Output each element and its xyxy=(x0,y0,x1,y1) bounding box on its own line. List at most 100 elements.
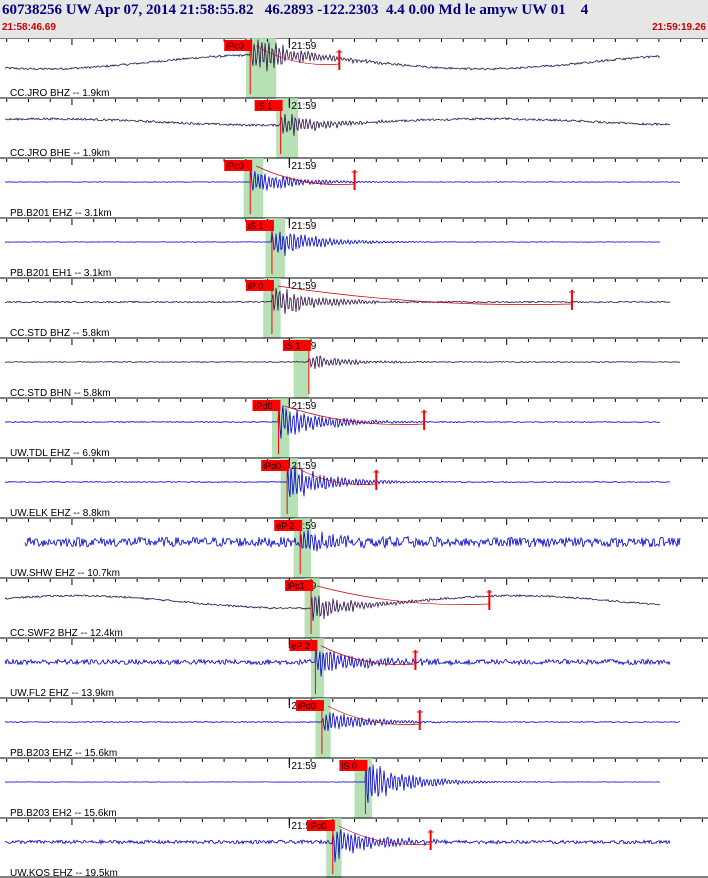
station-label: UW.FL2 EHZ -- 13.9km xyxy=(10,688,114,699)
minute-tick-label: 21:59 xyxy=(291,101,316,112)
minute-tick-label: 21:59 xyxy=(291,281,316,292)
waveform-trace xyxy=(4,594,661,621)
event-title: 60738256 UW Apr 07, 2014 21:58:55.82 46.… xyxy=(2,2,589,18)
pick-label-box xyxy=(285,580,314,591)
trace-panel: 21:59iPd0PB.B203 EHZ -- 15.6km xyxy=(0,697,708,759)
pick-label: iPd0 xyxy=(254,401,272,411)
minute-tick-label: 21:59 xyxy=(291,461,316,472)
waveform-trace xyxy=(4,405,661,439)
pick-label-box xyxy=(252,400,281,411)
trace-panel: 21:59 iS 1 CC.JRO BHE -- 1.9km xyxy=(0,97,708,159)
waveform-trace xyxy=(4,644,671,677)
station-label: UW.SHW EHZ -- 10.7km xyxy=(10,568,120,579)
coda-curve xyxy=(338,825,431,845)
pick-label-box xyxy=(254,100,283,111)
pick-label: iPc1 xyxy=(287,581,305,591)
pick-label: iPc0 xyxy=(226,41,244,51)
pick-label-box xyxy=(224,40,253,51)
trace-panel: 21:59iPc1CC.SWF2 BHZ -- 12.4km xyxy=(0,577,708,639)
end-time-label: 21:59:19.26 xyxy=(652,22,706,33)
minute-tick-label: 21:59 xyxy=(291,401,316,412)
pick-label: iPc0 xyxy=(309,821,327,831)
pick-label-box xyxy=(295,700,324,711)
waveform-trace xyxy=(4,712,681,732)
waveform-trace xyxy=(5,229,661,256)
pick-label: eP 2 xyxy=(276,521,294,531)
trace-panel: 21:59 iS 0 PB.B203 EH2 -- 15.6km xyxy=(0,757,708,819)
pick-label: iP 0 xyxy=(248,281,263,291)
station-label: CC.SWF2 BHZ -- 12.4km xyxy=(10,628,123,639)
minute-tick-label: 21:59 xyxy=(291,521,316,532)
trace-panel: 21:59 iPd0 UW.ELK EHZ -- 8.8km xyxy=(0,457,708,519)
pick-window-band xyxy=(280,458,299,518)
pick-label: iS 1 xyxy=(248,221,264,231)
station-label: UW.KOS EHZ -- 19.5km xyxy=(10,868,118,878)
pick-label-box xyxy=(224,160,253,171)
pick-label-box xyxy=(306,820,335,831)
coda-curve xyxy=(321,645,416,665)
station-label: CC.STD BHN -- 5.8km xyxy=(10,388,111,399)
pick-label: iS 0 xyxy=(341,761,357,771)
station-label: CC.JRO BHZ -- 1.9km xyxy=(10,88,109,99)
coda-curve xyxy=(284,405,425,425)
pick-label-box xyxy=(274,520,303,531)
pick-label-box xyxy=(245,280,274,291)
station-label: CC.JRO BHE -- 1.9km xyxy=(10,148,110,159)
pick-window-band xyxy=(326,818,342,878)
minute-tick-label: 21:59 xyxy=(291,41,316,52)
pick-label-box xyxy=(261,460,290,471)
waveform-trace xyxy=(4,829,671,863)
waveform-trace xyxy=(24,529,681,552)
pick-label-box xyxy=(282,340,311,351)
pick-window-band xyxy=(315,698,331,758)
pick-label-box xyxy=(245,220,274,231)
station-label: UW.TDL EHZ -- 6.9km xyxy=(10,448,110,459)
trace-panel: 21:59 iS 1 PB.B201 EH1 -- 3.1km xyxy=(0,217,708,279)
station-label: CC.STD BHZ -- 5.8km xyxy=(10,328,109,339)
pick-label-box xyxy=(289,640,318,651)
pick-label: iPc0 xyxy=(226,161,244,171)
waveform-trace xyxy=(4,760,661,804)
minute-tick-label: 21:59 xyxy=(291,161,316,172)
pick-label: iPd0 xyxy=(298,701,316,711)
pick-window-band xyxy=(354,758,372,818)
start-time-label: 21:58:46.69 xyxy=(2,22,56,33)
waveform-trace xyxy=(4,465,671,497)
pick-label-box xyxy=(339,760,368,771)
waveform-trace xyxy=(4,355,681,369)
coda-curve xyxy=(256,165,355,185)
minute-tick-label: 21:59 xyxy=(291,221,316,232)
trace-panel: 21:59 iPc0 PB.B201 EHZ -- 3.1km xyxy=(0,157,708,219)
pick-label: iS 1 xyxy=(257,101,273,111)
station-label: PB.B201 EHZ -- 3.1km xyxy=(10,208,112,219)
pick-window-band xyxy=(271,398,290,458)
coda-curve xyxy=(316,585,490,605)
trace-panel: 21:59 iPd0 UW.TDL EHZ -- 6.9km xyxy=(0,397,708,459)
station-label: PB.B203 EH2 -- 15.6km xyxy=(10,808,117,819)
station-label: UW.ELK EHZ -- 8.8km xyxy=(10,508,110,519)
header-bar: 60738256 UW Apr 07, 2014 21:58:55.82 46.… xyxy=(0,0,708,38)
waveform-trace xyxy=(4,169,681,191)
waveform-trace xyxy=(5,287,671,315)
waveform-trace xyxy=(4,38,661,72)
coda-curve xyxy=(327,705,420,725)
waveform-trace xyxy=(4,114,671,136)
coda-curve xyxy=(277,285,572,305)
pick-window-band xyxy=(293,338,309,398)
trace-panel: 21:59 iP 0 CC.STD BHZ -- 5.8km xyxy=(0,277,708,339)
station-label: PB.B203 EHZ -- 15.6km xyxy=(10,748,117,759)
minute-tick-label: 21:59 xyxy=(291,821,316,832)
coda-curve xyxy=(256,45,340,65)
minute-tick-label: 21:59 xyxy=(291,761,316,772)
pick-label: eP 2 xyxy=(291,641,309,651)
station-label: PB.B201 EH1 -- 3.1km xyxy=(10,268,111,279)
pick-label: iPd0 xyxy=(263,461,281,471)
pick-label: iS 1 xyxy=(285,341,301,351)
trace-panel: 21:59 iPc0 CC.JRO BHZ -- 1.9km xyxy=(0,38,708,99)
coda-curve xyxy=(292,465,377,485)
